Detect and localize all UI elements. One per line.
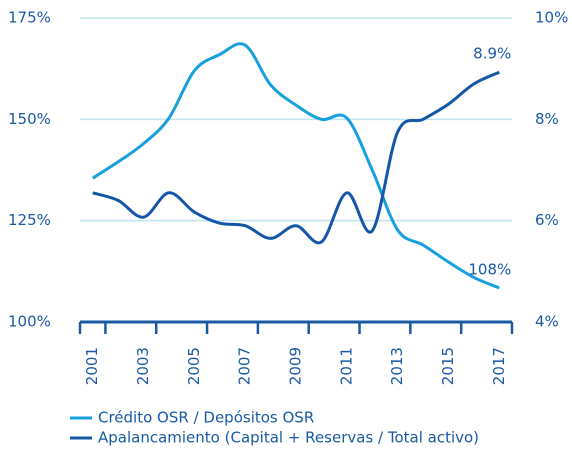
legend-label: Apalancamiento (Capital + Reservas / Tot…	[98, 429, 479, 447]
y2-tick-label: 8%	[535, 110, 559, 128]
y-tick-label: 125%	[8, 211, 51, 229]
data-label: 108%	[468, 260, 511, 278]
y2-tick-label: 10%	[535, 9, 568, 27]
y-tick-label: 150%	[8, 110, 51, 128]
y-tick-label: 100%	[8, 313, 51, 331]
x-tick-label: 2007	[236, 347, 254, 385]
x-tick-label: 2003	[134, 347, 152, 385]
y2-tick-label: 4%	[535, 313, 559, 331]
x-tick-label: 2011	[337, 347, 355, 385]
y2-tick-label: 6%	[535, 211, 559, 229]
line-series	[91, 42, 500, 290]
line-series	[92, 70, 500, 245]
data-label: 8.9%	[473, 45, 511, 63]
x-tick-label: 2005	[185, 347, 203, 385]
x-tick-label: 2009	[287, 347, 305, 385]
x-tick-label: 2013	[388, 347, 406, 385]
y-tick-label: 175%	[8, 9, 51, 27]
x-tick-label: 2015	[439, 347, 457, 385]
legend-label: Crédito OSR / Depósitos OSR	[98, 409, 314, 427]
x-tick-label: 2017	[490, 347, 508, 385]
x-tick-label: 2001	[83, 347, 101, 385]
